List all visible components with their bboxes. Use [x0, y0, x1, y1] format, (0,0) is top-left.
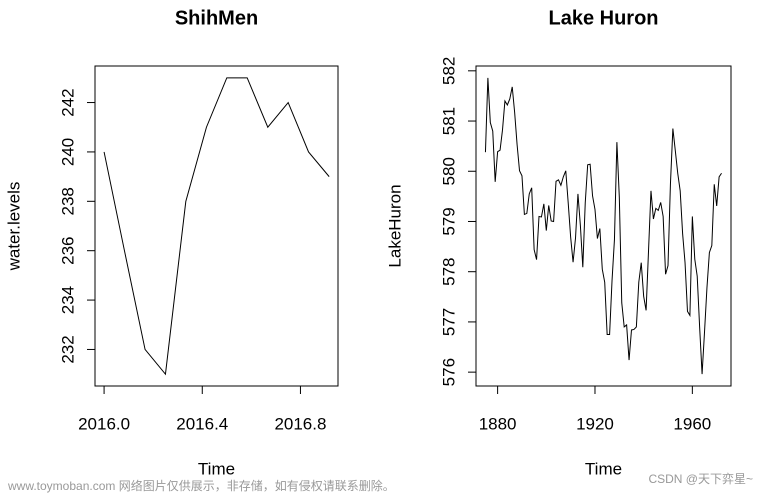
- y-tick-label: 581: [439, 107, 458, 135]
- y-tick-label: 238: [58, 187, 77, 215]
- x-tick-label: 2016.4: [176, 414, 228, 433]
- y-tick-label: 232: [58, 335, 77, 363]
- chart-title: ShihMen: [175, 7, 258, 29]
- y-tick-label: 236: [58, 237, 77, 265]
- y-axis-label: LakeHuron: [385, 184, 404, 267]
- x-tick-label: 1880: [479, 414, 517, 433]
- y-tick-label: 579: [439, 207, 458, 235]
- y-tick-label: 578: [439, 258, 458, 286]
- y-tick-label: 242: [58, 88, 77, 116]
- y-tick-label: 240: [58, 138, 77, 166]
- plot-frame: [94, 65, 339, 387]
- x-tick-label: 2016.8: [274, 414, 326, 433]
- data-line: [103, 77, 330, 376]
- watermark: CSDN @天下弈星~: [648, 471, 753, 486]
- data-line: [484, 77, 722, 375]
- plot-frame: [475, 65, 732, 387]
- x-tick-label: 1960: [673, 414, 711, 433]
- x-axis-label: Time: [585, 459, 622, 478]
- watermark: www.toymoban.com 网络图片仅供展示，非存储，如有侵权请联系删除。: [7, 478, 395, 493]
- x-tick-label: 2016.0: [78, 414, 130, 433]
- y-tick-label: 576: [439, 358, 458, 386]
- y-axis-label: water.levels: [4, 182, 23, 272]
- x-axis-label: Time: [198, 459, 235, 478]
- chart-title: Lake Huron: [548, 7, 658, 29]
- x-tick-label: 1920: [576, 414, 614, 433]
- y-tick-label: 234: [58, 286, 77, 314]
- y-tick-label: 582: [439, 57, 458, 85]
- y-tick-label: 580: [439, 157, 458, 185]
- y-tick-label: 577: [439, 308, 458, 336]
